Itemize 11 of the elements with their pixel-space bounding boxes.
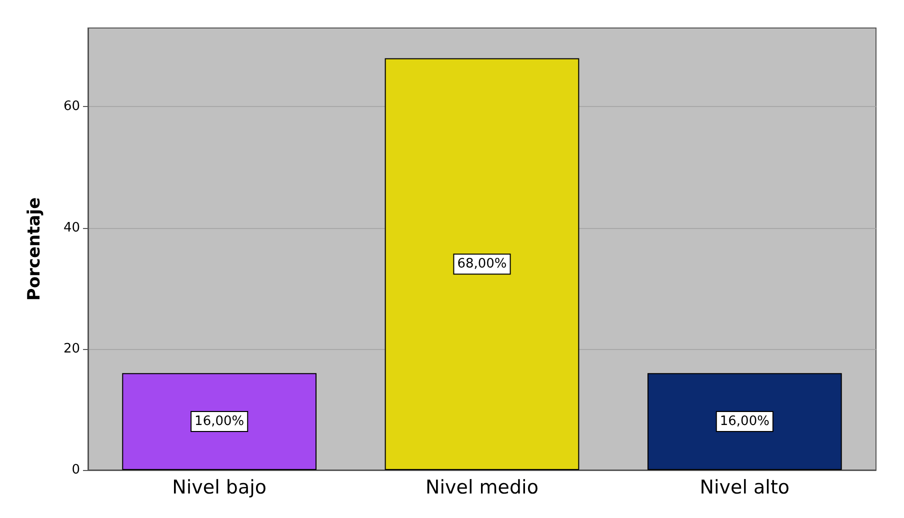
y-tick-label: 0	[72, 462, 80, 478]
y-tick-label: 40	[63, 220, 80, 236]
x-tick-label: Nivel alto	[700, 476, 790, 498]
y-axis-title: Porcentaje	[24, 197, 44, 301]
y-tick-label: 20	[63, 341, 80, 356]
data-label: 16,00%	[194, 414, 244, 430]
data-label: 16,00%	[720, 414, 770, 430]
x-tick-label: Nivel bajo	[172, 476, 267, 498]
x-tick-label: Nivel medio	[426, 476, 538, 498]
y-tick-label: 60	[63, 99, 80, 114]
data-label: 68,00%	[457, 256, 507, 272]
